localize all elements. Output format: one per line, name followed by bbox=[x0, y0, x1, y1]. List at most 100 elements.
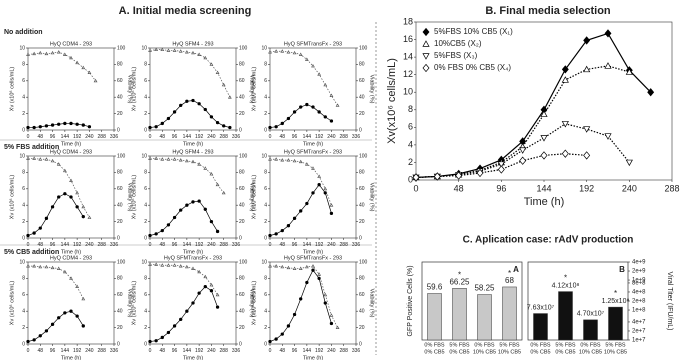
marker bbox=[148, 339, 152, 344]
marker bbox=[191, 200, 195, 204]
marker bbox=[274, 232, 278, 236]
marker bbox=[160, 157, 165, 161]
y2-tick-label: 40 bbox=[117, 203, 123, 209]
marker bbox=[26, 125, 30, 130]
y-tick-label: 0 bbox=[22, 235, 25, 241]
y2-axis-label: Viability (%) bbox=[249, 75, 255, 104]
marker bbox=[203, 107, 207, 112]
y-tick-label: 4e+7 bbox=[632, 320, 646, 326]
marker bbox=[191, 159, 195, 164]
marker bbox=[274, 157, 279, 161]
value-label: 1.25x10⁸ bbox=[602, 298, 630, 305]
marker bbox=[81, 204, 86, 209]
bar bbox=[608, 306, 623, 341]
marker bbox=[323, 301, 327, 305]
x-tick-label: 48 bbox=[160, 134, 166, 140]
marker bbox=[172, 324, 177, 328]
x-tick-label: 240 bbox=[622, 184, 637, 194]
y-tick-label: 10 bbox=[261, 259, 267, 265]
marker bbox=[604, 133, 612, 140]
y-tick-label: 0 bbox=[408, 174, 413, 184]
marker bbox=[317, 110, 321, 114]
marker bbox=[154, 339, 158, 343]
x-axis-label: Time (h) bbox=[524, 196, 565, 208]
y2-tick-label: 100 bbox=[239, 153, 248, 159]
y-tick-label: 2e+9 bbox=[632, 269, 646, 275]
marker bbox=[44, 329, 49, 333]
legend-marker bbox=[422, 63, 430, 73]
marker bbox=[32, 51, 37, 56]
marker bbox=[44, 264, 49, 269]
series-line bbox=[27, 51, 96, 82]
marker bbox=[329, 321, 334, 326]
marker bbox=[57, 122, 61, 126]
marker bbox=[154, 262, 159, 266]
significance-mark: * bbox=[614, 289, 617, 298]
y-tick-label: 10 bbox=[19, 153, 25, 159]
y2-tick-label: 60 bbox=[359, 78, 365, 84]
chart-title: HyQ SFMTransFx - 293 bbox=[284, 255, 342, 261]
marker bbox=[44, 157, 49, 161]
marker bbox=[50, 123, 55, 127]
x-tick-label: 144 bbox=[536, 184, 551, 194]
y-tick-label: 10 bbox=[403, 87, 413, 97]
marker bbox=[50, 322, 55, 326]
marker bbox=[433, 172, 441, 181]
marker bbox=[292, 110, 297, 114]
marker bbox=[87, 215, 92, 219]
marker bbox=[56, 162, 61, 166]
series-line bbox=[415, 153, 587, 178]
marker bbox=[583, 65, 591, 73]
x-tick-label: 0 bbox=[27, 348, 30, 354]
y-tick-label: 2 bbox=[144, 111, 147, 117]
marker bbox=[75, 314, 79, 318]
y2-tick-label: 20 bbox=[359, 111, 365, 117]
y-axis-label: Viral Titer (IFU/mL) bbox=[666, 272, 673, 331]
y-axis-label: Xv (x10⁶ cells/mL) bbox=[250, 281, 257, 326]
marker bbox=[215, 182, 220, 187]
series-line bbox=[150, 158, 224, 194]
marker bbox=[604, 62, 612, 69]
series-line bbox=[149, 286, 218, 342]
marker bbox=[26, 264, 30, 268]
x-tick-label: 288 bbox=[340, 134, 349, 140]
marker bbox=[215, 120, 220, 125]
marker bbox=[292, 216, 297, 220]
chart-title: HyQ SFMTransFx - 293 bbox=[284, 149, 342, 155]
y2-tick-label: 20 bbox=[359, 219, 365, 225]
y-tick-label: 14 bbox=[403, 51, 413, 61]
y-axis-label: Xv(x10⁶ cells/mL) bbox=[386, 58, 398, 144]
marker bbox=[57, 316, 61, 320]
x-tick-label: 10% CB5 bbox=[604, 349, 627, 355]
plot-frame bbox=[149, 261, 237, 345]
marker bbox=[604, 29, 612, 38]
marker bbox=[519, 147, 527, 154]
marker bbox=[172, 110, 177, 114]
x-axis-label: Time (h) bbox=[183, 141, 203, 147]
marker bbox=[203, 207, 207, 211]
panel-b-title: B. Final media selection bbox=[485, 5, 611, 17]
y2-tick-label: 0 bbox=[117, 127, 120, 133]
marker bbox=[329, 93, 334, 97]
marker bbox=[62, 269, 67, 274]
marker bbox=[540, 110, 548, 117]
row-label: No addition bbox=[4, 29, 43, 36]
series-line bbox=[27, 310, 84, 342]
marker bbox=[179, 317, 183, 322]
x-tick-label: 0 bbox=[269, 134, 272, 140]
marker bbox=[305, 102, 309, 107]
x-tick-label: 144 bbox=[61, 134, 70, 140]
marker bbox=[209, 172, 214, 176]
y2-tick-label: 20 bbox=[239, 111, 245, 117]
y-tick-label: 10 bbox=[261, 45, 267, 51]
marker bbox=[274, 49, 279, 53]
y-tick-label: 2 bbox=[22, 111, 25, 117]
marker bbox=[160, 47, 165, 52]
legend-label: 10%CB5 (X₂) bbox=[434, 39, 482, 48]
marker bbox=[185, 203, 189, 207]
legend-marker bbox=[422, 40, 430, 47]
marker bbox=[38, 50, 43, 55]
marker bbox=[26, 339, 30, 344]
marker bbox=[561, 65, 569, 74]
marker bbox=[329, 211, 334, 216]
